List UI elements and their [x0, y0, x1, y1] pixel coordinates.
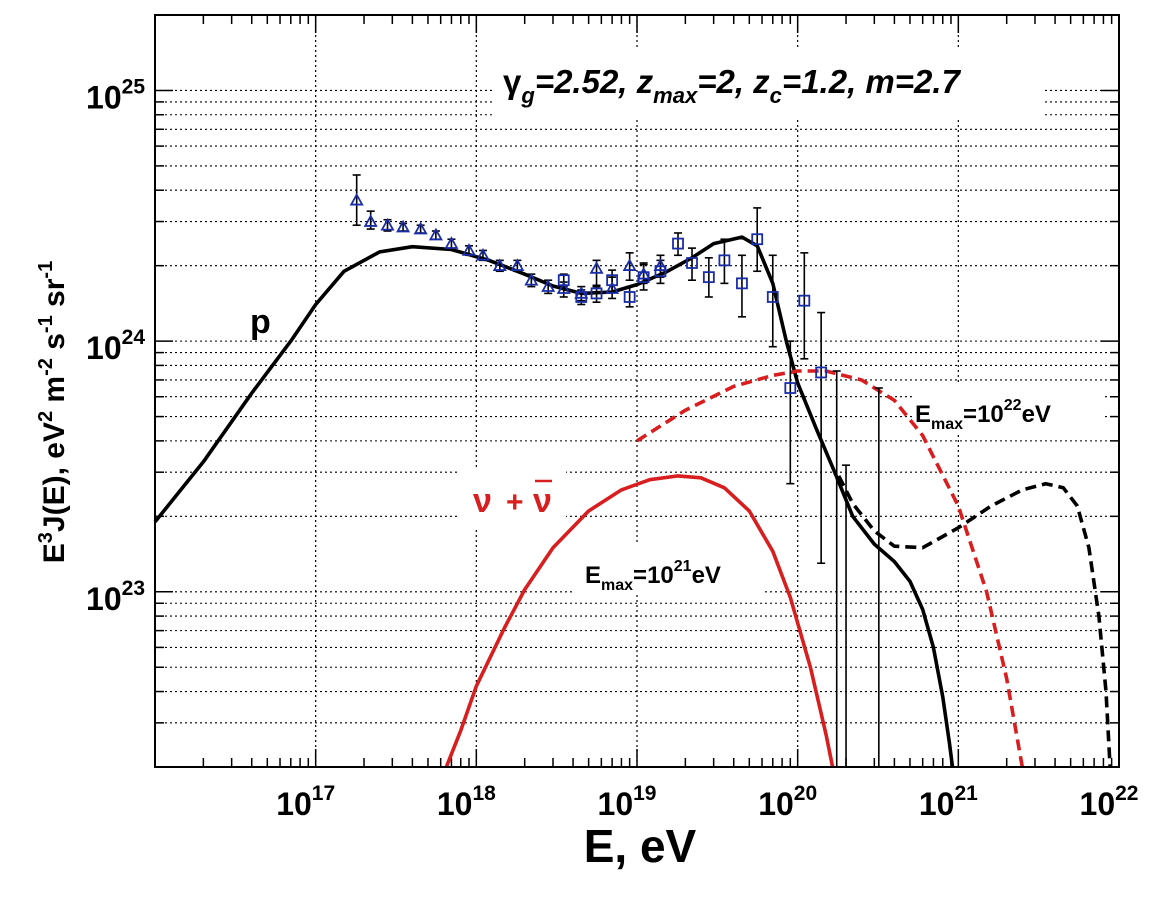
emax22-label: Emax=1022eV — [915, 397, 1051, 433]
data-triangle — [396, 219, 411, 233]
series-line — [636, 369, 1025, 768]
data-square — [606, 274, 619, 287]
antineutrino-label: ν — [533, 482, 552, 520]
data-square — [718, 254, 731, 267]
data-square — [736, 277, 748, 290]
proton-label: p — [250, 303, 271, 341]
data-triangle — [461, 243, 477, 256]
x-tick-label: 1017 — [276, 782, 335, 822]
data-triangle — [428, 227, 443, 241]
data-square — [686, 257, 698, 269]
data-triangle — [556, 281, 571, 294]
params-label: γg=2.52, zmax=2, zc=1.2, m=2.7 — [503, 63, 962, 108]
data-triangle — [541, 279, 556, 292]
data-triangle — [589, 261, 604, 274]
y-axis-title: E3J(E), eV2 m-2 s-1 sr-1 — [35, 261, 71, 563]
params-label-background — [495, 50, 1045, 120]
data-triangle — [475, 247, 491, 261]
y-tick-label: 1025 — [86, 75, 145, 115]
data-square — [815, 366, 828, 379]
series-line — [837, 475, 1112, 768]
data-square — [702, 271, 715, 284]
data-triangle — [510, 258, 525, 271]
data-triangle — [413, 221, 428, 235]
data-triangle — [492, 258, 507, 271]
data-square — [590, 287, 603, 300]
y-tick-labels: 1023 1024 1025 — [86, 75, 145, 616]
data-square — [766, 291, 779, 303]
x-tick-label: 1018 — [437, 782, 496, 822]
data-markers — [349, 192, 828, 394]
x-tick-label: 1021 — [919, 782, 978, 822]
data-square — [672, 237, 684, 250]
x-tick-label: 1022 — [1080, 782, 1139, 822]
data-triangle — [622, 258, 637, 271]
neutrino-plus-label: + — [506, 486, 524, 519]
data-square — [575, 291, 588, 303]
data-square — [751, 233, 764, 246]
neutrino-label: ν — [473, 482, 492, 520]
data-triangle — [363, 214, 378, 227]
y-tick-label: 1024 — [86, 326, 145, 366]
data-square — [654, 265, 667, 278]
data-triangle — [636, 266, 651, 280]
y-tick-label: 1023 — [86, 577, 145, 617]
plot-frame — [154, 14, 1120, 768]
data-triangle — [349, 192, 364, 206]
data-square — [557, 274, 570, 287]
x-tick-labels: 1017 1018 1019 1020 1021 1022 — [276, 782, 1138, 822]
data-square — [784, 382, 797, 394]
chart-series — [153, 235, 1112, 768]
data-triangle — [524, 272, 539, 286]
emax22-label-background — [912, 385, 1102, 435]
data-square — [623, 291, 636, 303]
emax21-label-background — [575, 545, 765, 595]
data-triangle — [380, 217, 395, 231]
x-tick-label: 1020 — [758, 782, 817, 822]
series-line — [153, 235, 955, 768]
x-tick-label: 1019 — [598, 782, 657, 822]
data-triangle — [444, 236, 459, 249]
data-square — [798, 294, 811, 307]
emax21-label: Emax=1021eV — [585, 558, 721, 594]
x-axis-title: E, eV — [584, 820, 697, 872]
series-line — [444, 474, 835, 768]
data-triangle — [653, 258, 668, 271]
data-triangle — [605, 281, 620, 294]
data-square — [637, 271, 650, 284]
